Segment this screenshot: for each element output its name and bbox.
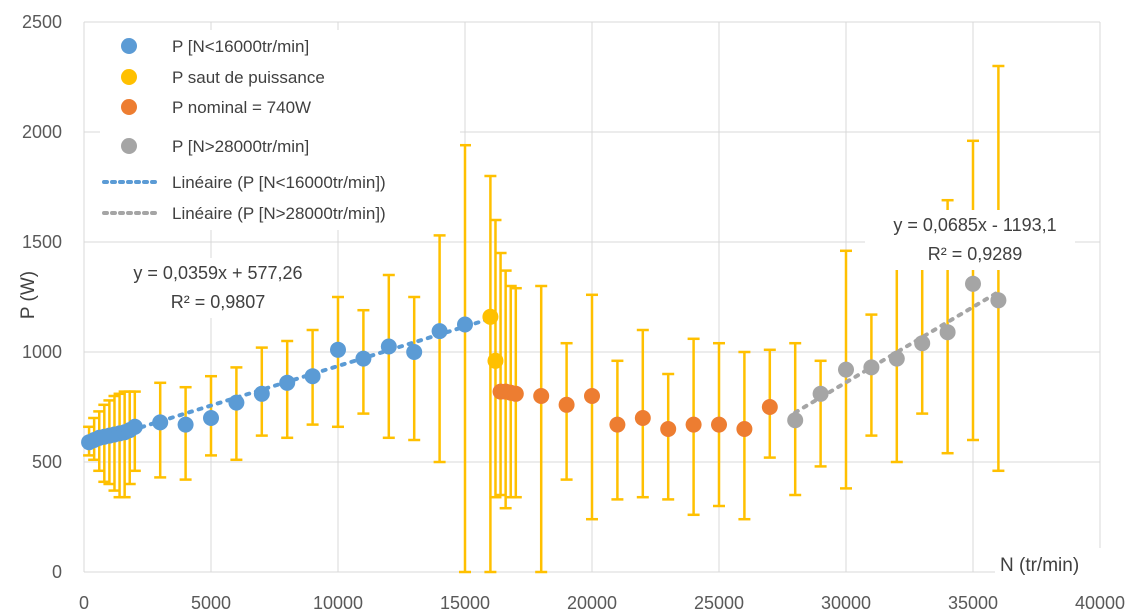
x-axis-ticks: 0 5000 10000 15000 20000 25000 30000 35000 40000 bbox=[79, 593, 1125, 613]
data-point bbox=[584, 388, 600, 404]
data-point bbox=[914, 335, 931, 352]
data-points bbox=[81, 275, 1007, 451]
data-point bbox=[279, 374, 296, 391]
data-point bbox=[457, 316, 473, 333]
y-tick-label: 500 bbox=[32, 452, 62, 472]
legend-label: Linéaire (P [N>28000tr/min]) bbox=[172, 204, 386, 223]
trendline-label-bg bbox=[108, 258, 328, 318]
data-point bbox=[812, 385, 829, 402]
data-point bbox=[482, 308, 499, 325]
legend-label: Linéaire (P [N<16000tr/min]) bbox=[172, 173, 386, 192]
data-point bbox=[431, 323, 448, 340]
data-point bbox=[487, 352, 504, 369]
data-point bbox=[838, 361, 854, 378]
trendline-equation: y = 0,0359x + 577,26 bbox=[133, 263, 302, 283]
data-point bbox=[330, 341, 346, 358]
data-point bbox=[253, 385, 270, 402]
y-tick-label: 0 bbox=[52, 562, 62, 582]
legend-marker-orange bbox=[121, 99, 137, 115]
x-tick-label: 5000 bbox=[191, 593, 231, 613]
data-point bbox=[203, 410, 219, 426]
legend-label: P [N<16000tr/min] bbox=[172, 37, 309, 56]
data-point bbox=[736, 421, 753, 437]
legend-marker-yellow bbox=[121, 69, 137, 85]
trendline-label-1: y = 0,0359x + 577,26 R² = 0,9807 bbox=[108, 258, 328, 318]
legend-background bbox=[100, 30, 460, 230]
data-point bbox=[711, 416, 727, 433]
x-tick-label: 20000 bbox=[567, 593, 617, 613]
x-tick-label: 30000 bbox=[821, 593, 871, 613]
y-axis-title: P (W) bbox=[18, 271, 39, 319]
trendline-r2: R² = 0,9807 bbox=[171, 292, 266, 312]
y-axis-ticks: 0 500 1000 1500 2000 2500 bbox=[22, 12, 62, 582]
data-point bbox=[304, 368, 321, 385]
x-tick-label: 15000 bbox=[440, 593, 490, 613]
x-tick-label: 0 bbox=[79, 593, 89, 613]
data-point bbox=[761, 399, 778, 415]
data-point bbox=[685, 416, 702, 433]
x-tick-label: 35000 bbox=[948, 593, 998, 613]
data-point bbox=[533, 388, 550, 404]
x-axis-title: N (tr/min) bbox=[1000, 555, 1079, 576]
data-point bbox=[558, 396, 575, 413]
data-point bbox=[787, 412, 804, 429]
data-point bbox=[406, 344, 423, 360]
legend-label: P nominal = 740W bbox=[172, 98, 311, 117]
trendline-label-bg bbox=[865, 210, 1075, 270]
data-point bbox=[965, 275, 981, 292]
legend: P [N<16000tr/min] P saut de puissance P … bbox=[100, 30, 460, 230]
x-tick-label: 40000 bbox=[1075, 593, 1125, 613]
legend-marker-gray bbox=[121, 138, 137, 154]
x-tick-label: 25000 bbox=[694, 593, 744, 613]
data-point bbox=[380, 338, 397, 355]
data-point bbox=[177, 416, 194, 433]
trendline-equation: y = 0,0685x - 1193,1 bbox=[893, 215, 1056, 235]
data-point bbox=[990, 292, 1007, 309]
data-point bbox=[355, 350, 372, 367]
data-point bbox=[634, 410, 651, 426]
y-tick-label: 2000 bbox=[22, 122, 62, 142]
data-point bbox=[126, 418, 143, 435]
legend-label: P [N>28000tr/min] bbox=[172, 137, 309, 156]
data-point bbox=[228, 394, 245, 411]
data-point bbox=[609, 416, 626, 433]
data-point bbox=[888, 350, 905, 367]
x-tick-label: 10000 bbox=[313, 593, 363, 613]
trendline-label-2: y = 0,0685x - 1193,1 R² = 0,9289 bbox=[865, 210, 1075, 270]
legend-marker-blue bbox=[121, 38, 137, 54]
data-point bbox=[152, 414, 169, 431]
y-tick-label: 2500 bbox=[22, 12, 62, 32]
data-point bbox=[863, 359, 880, 376]
data-point bbox=[939, 324, 956, 341]
legend-label: P saut de puissance bbox=[172, 68, 325, 87]
y-tick-label: 1500 bbox=[22, 232, 62, 252]
trendline-r2: R² = 0,9289 bbox=[928, 244, 1023, 264]
x-axis-title-bg bbox=[995, 548, 1125, 580]
data-point bbox=[507, 385, 524, 402]
y-tick-label: 1000 bbox=[22, 342, 62, 362]
data-point bbox=[660, 421, 677, 437]
